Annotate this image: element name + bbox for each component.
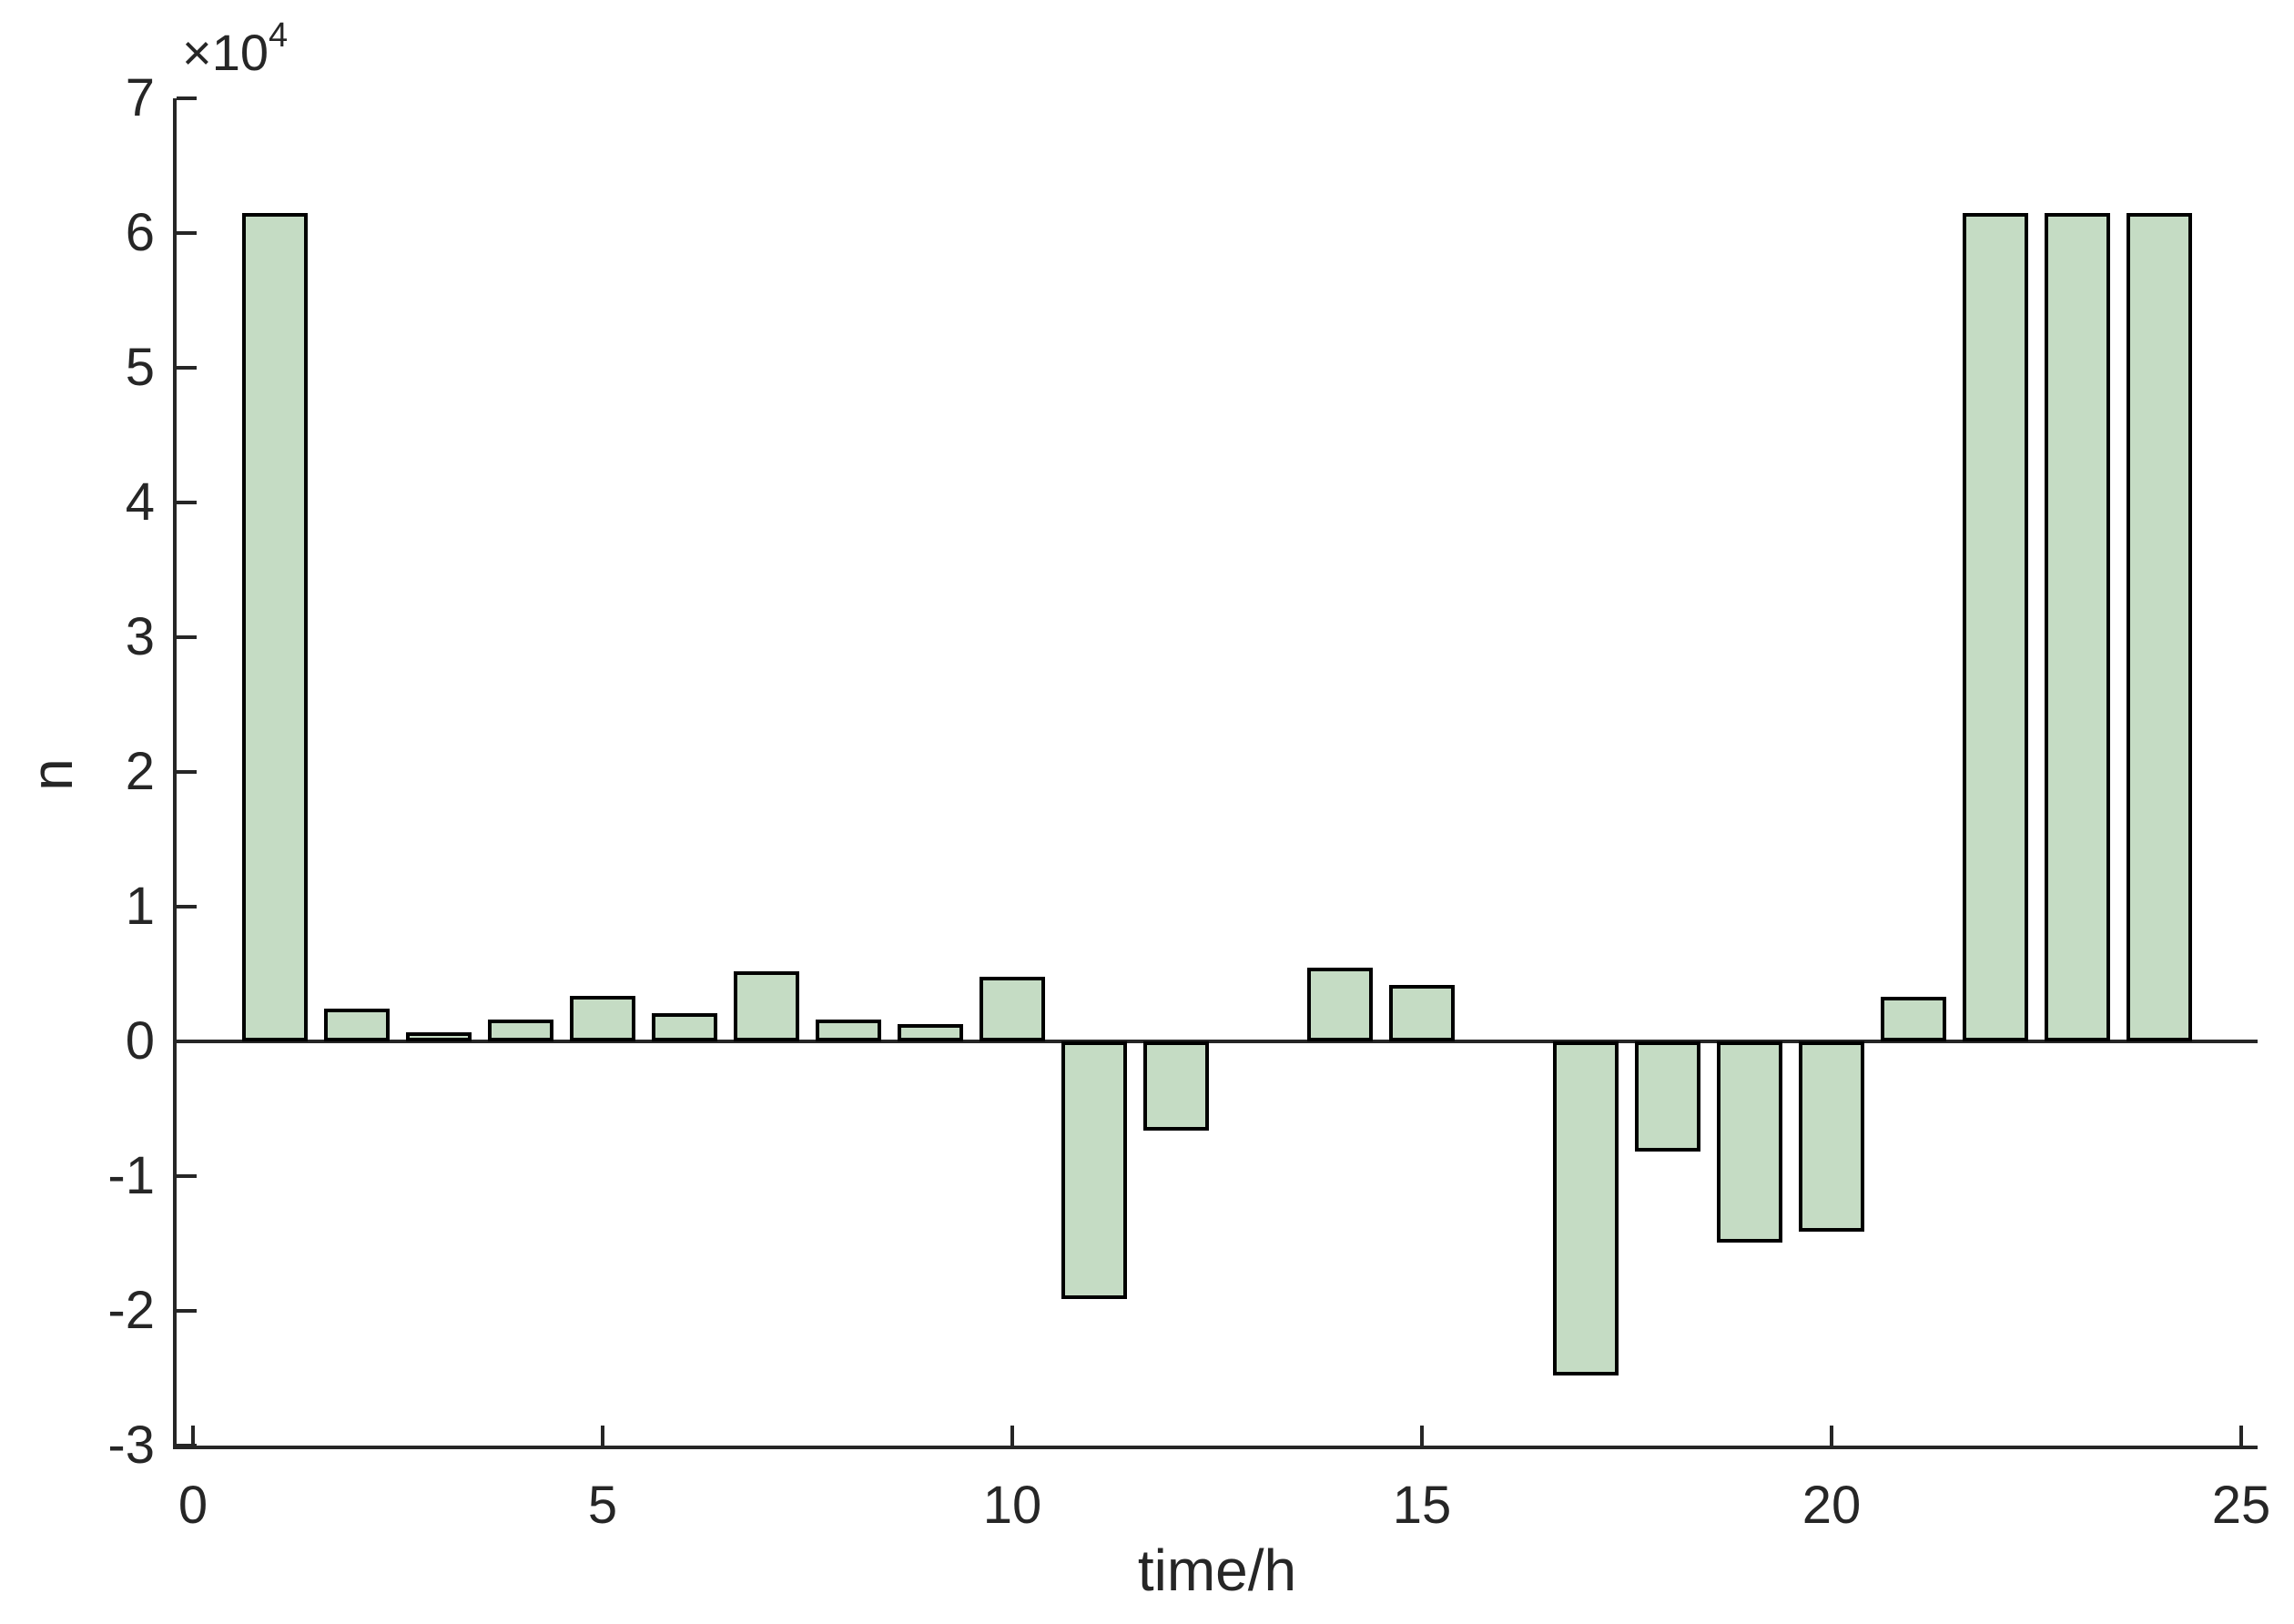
y-tick-label: -2: [107, 1281, 155, 1340]
y-tick: [177, 1444, 197, 1447]
y-tick-label: 2: [125, 742, 155, 801]
y-axis-multiplier: ×104: [182, 16, 288, 82]
y-tick: [177, 501, 197, 504]
bar: [816, 1020, 881, 1041]
bar: [242, 212, 308, 1041]
x-tick-label: 5: [587, 1476, 618, 1535]
x-tick-label: 10: [982, 1476, 1042, 1535]
bar: [734, 971, 799, 1041]
x-tick: [1420, 1426, 1424, 1446]
multiplier-exponent: 4: [269, 16, 289, 55]
y-tick: [177, 770, 197, 774]
bar: [1635, 1041, 1700, 1152]
y-tick-label: -3: [107, 1416, 155, 1475]
bar: [570, 995, 635, 1041]
y-tick-label: 4: [125, 472, 155, 532]
bar: [1881, 997, 1946, 1041]
y-tick-label: -1: [107, 1146, 155, 1205]
y-tick-label: 7: [125, 68, 155, 127]
bar: [2045, 212, 2110, 1041]
x-axis-title: time/h: [1137, 1538, 1297, 1603]
y-tick-label: 0: [125, 1011, 155, 1071]
bar: [324, 1009, 390, 1041]
bar: [652, 1012, 717, 1041]
y-tick: [177, 96, 197, 100]
bar: [406, 1031, 472, 1041]
y-tick: [177, 231, 197, 235]
x-tick-label: 0: [178, 1476, 208, 1535]
x-tick: [2239, 1426, 2243, 1446]
bar: [1061, 1041, 1127, 1299]
y-tick: [177, 635, 197, 639]
y-tick: [177, 1309, 197, 1313]
y-tick: [177, 1174, 197, 1178]
x-tick: [601, 1426, 604, 1446]
bar: [1963, 212, 2028, 1041]
x-tick: [1010, 1426, 1014, 1446]
bar: [1389, 984, 1455, 1041]
x-axis-line: [173, 1446, 2258, 1449]
y-tick-label: 1: [125, 877, 155, 936]
x-tick: [191, 1426, 195, 1446]
bar: [1717, 1041, 1782, 1243]
x-tick-label: 20: [1802, 1476, 1862, 1535]
bar: [1307, 967, 1373, 1041]
y-tick-label: 3: [125, 607, 155, 666]
y-tick: [177, 905, 197, 908]
bar: [898, 1023, 963, 1041]
x-tick-label: 15: [1392, 1476, 1452, 1535]
bar: [1799, 1041, 1864, 1232]
x-tick: [1830, 1426, 1833, 1446]
bar: [1553, 1041, 1619, 1376]
bar: [2127, 212, 2192, 1041]
y-axis-line: [173, 98, 177, 1449]
bar: [1143, 1041, 1209, 1131]
bar: [980, 976, 1045, 1041]
x-tick-label: 25: [2211, 1476, 2271, 1535]
bar: [488, 1020, 553, 1041]
y-tick-label: 6: [125, 203, 155, 262]
y-tick-label: 5: [125, 338, 155, 397]
multiplier-base: ×10: [182, 24, 269, 81]
y-tick: [177, 366, 197, 370]
zero-line: [177, 1039, 2258, 1044]
